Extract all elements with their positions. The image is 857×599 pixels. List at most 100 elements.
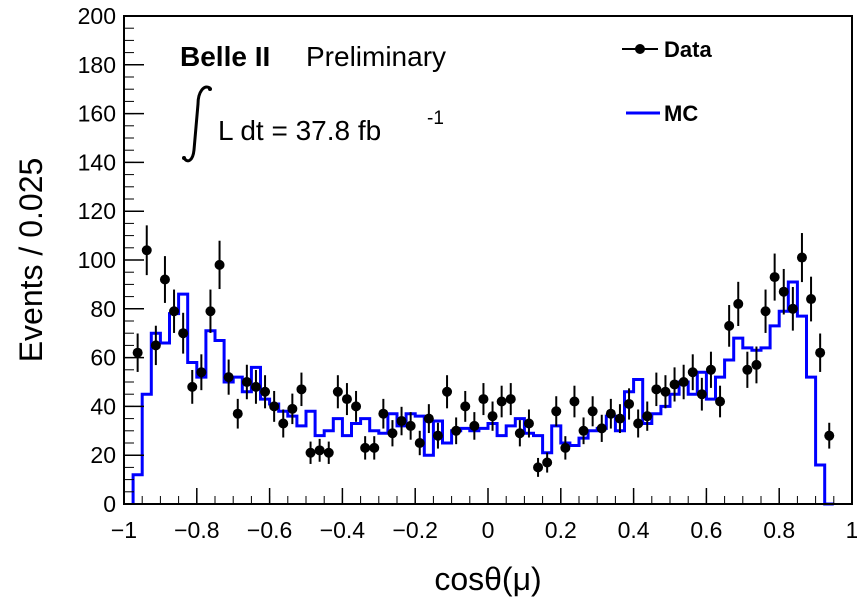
data-point [778, 268, 789, 315]
data-point [360, 436, 371, 460]
data-point [387, 420, 398, 447]
data-marker [278, 418, 289, 429]
data-point [159, 256, 170, 303]
data-marker [214, 259, 225, 270]
x-tick-label: 0.2 [545, 517, 577, 543]
data-point [442, 375, 453, 409]
data-marker [132, 347, 143, 358]
data-marker [796, 252, 807, 263]
y-tick-label: 0 [103, 491, 116, 517]
data-marker [159, 274, 170, 285]
data-point [432, 422, 443, 449]
data-marker [523, 418, 534, 429]
mc-histogram-line [131, 280, 834, 506]
data-marker [360, 442, 371, 453]
data-point [715, 385, 726, 418]
status-label: Preliminary [306, 41, 446, 72]
data-marker [742, 364, 753, 375]
data-point [241, 364, 252, 400]
data-point [278, 409, 289, 438]
data-marker [614, 413, 625, 424]
data-marker [496, 396, 507, 407]
x-tick-label: 0.6 [690, 517, 722, 543]
data-marker [250, 381, 261, 392]
y-tick-label: 160 [78, 101, 116, 127]
data-marker [705, 364, 716, 375]
data-point [369, 436, 380, 460]
data-marker [660, 386, 671, 397]
data-point [551, 396, 562, 427]
data-marker [405, 420, 416, 431]
data-marker [815, 347, 826, 358]
data-point [824, 422, 835, 449]
data-marker [578, 425, 589, 436]
data-marker [778, 286, 789, 297]
data-point [769, 253, 780, 301]
data-marker [369, 442, 380, 453]
y-tick-label: 20 [90, 442, 116, 468]
x-tick-label: −0.8 [174, 517, 219, 543]
x-tick-label: 0 [482, 517, 495, 543]
data-point [660, 375, 671, 409]
data-marker [396, 416, 407, 427]
data-point [633, 409, 644, 438]
plot-frame-rect [123, 15, 853, 505]
x-tick-label: 1 [846, 517, 857, 543]
data-point [496, 385, 507, 418]
data-marker [460, 401, 471, 412]
data-marker [678, 377, 689, 387]
legend-mc-label: MC [664, 101, 698, 126]
data-point [423, 404, 434, 434]
plot-frame [123, 15, 853, 505]
data-point [596, 414, 607, 442]
data-marker [687, 367, 698, 378]
data-point [396, 406, 407, 436]
data-point [405, 412, 416, 440]
data-marker [505, 394, 516, 405]
data-point [578, 417, 589, 445]
data-point [505, 383, 516, 416]
data-marker [269, 401, 280, 412]
luminosity-label: L dt = 37.8 fb [218, 115, 381, 146]
data-marker [223, 372, 234, 383]
data-point [287, 393, 298, 425]
data-point [451, 417, 462, 445]
data-point [514, 420, 525, 447]
data-marker [351, 401, 362, 412]
legend-data-label: Data [664, 37, 712, 62]
data-marker [569, 396, 580, 407]
data-point [787, 286, 798, 331]
data-marker [332, 386, 343, 397]
data-point [733, 281, 744, 327]
data-point [296, 372, 307, 407]
annotation: Belle II Preliminary L dt = 37.8 fb -1 [180, 41, 446, 163]
data-marker [442, 386, 453, 397]
legend: Data MC [622, 37, 712, 126]
data-marker [824, 430, 835, 441]
data-point [605, 398, 616, 429]
data-point [305, 441, 316, 464]
data-marker [141, 245, 152, 256]
data-marker [633, 418, 644, 429]
data-point [223, 359, 234, 395]
data-point [314, 438, 325, 462]
data-point [214, 240, 225, 290]
data-point [624, 388, 635, 420]
data-point [341, 383, 352, 416]
data-point [460, 390, 471, 422]
data-point [414, 430, 425, 456]
data-marker [451, 425, 462, 436]
data-marker [423, 413, 434, 424]
data-marker [806, 294, 817, 305]
data-point [351, 390, 362, 422]
data-marker [150, 340, 161, 351]
data-marker [651, 384, 662, 395]
luminosity-exponent: -1 [427, 108, 444, 129]
integral-sign-icon [182, 85, 211, 163]
data-point [378, 398, 389, 429]
y-tick-label: 100 [78, 247, 116, 273]
data-marker [241, 377, 252, 387]
data-point [478, 383, 489, 416]
data-marker [696, 389, 707, 400]
y-axis-label: Events / 0.025 [13, 158, 49, 363]
